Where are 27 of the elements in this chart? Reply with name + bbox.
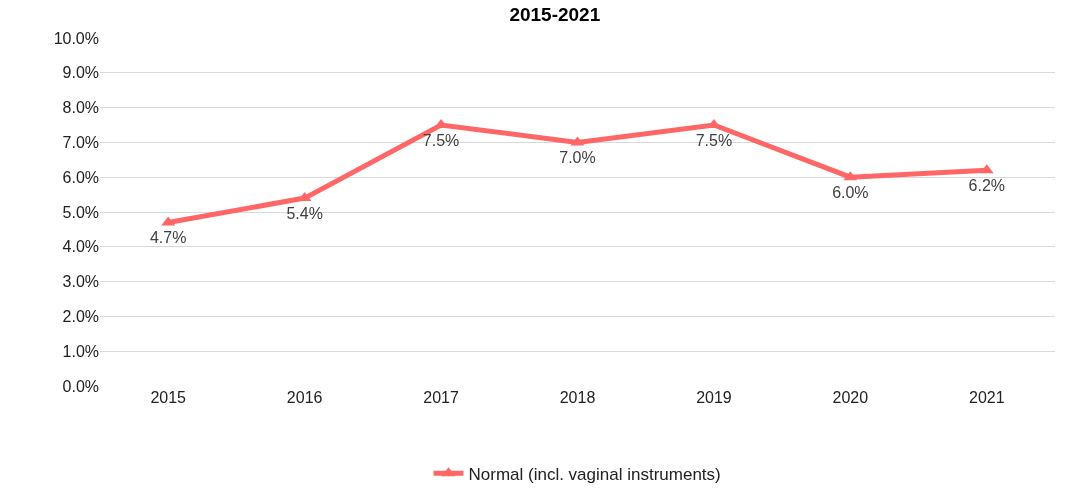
y-tick-label: 7.0% — [62, 134, 99, 151]
x-tick-label: 2015 — [150, 389, 187, 406]
y-tick-label: 8.0% — [62, 99, 99, 117]
y-tick-label: 10.0% — [53, 29, 99, 47]
data-label: 7.0% — [559, 148, 596, 166]
x-tick-label: 2017 — [423, 389, 459, 406]
data-label: 4.7% — [149, 228, 187, 246]
legend-label: Normal (incl. vaginal instruments) — [468, 464, 721, 484]
data-label: 7.5% — [695, 131, 733, 149]
y-tick-label: 9.0% — [62, 64, 99, 82]
y-tick-label: 1.0% — [62, 342, 99, 360]
data-label: 6.2% — [968, 176, 1006, 194]
y-tick-label: 5.0% — [62, 203, 99, 221]
x-tick-label: 2019 — [696, 389, 732, 406]
y-tick-label: 4.0% — [62, 238, 99, 256]
x-tick-label: 2016 — [286, 389, 323, 406]
x-tick-label: 2021 — [968, 389, 1005, 406]
y-tick-label: 6.0% — [62, 168, 99, 186]
chart-title: 2015-2021 — [509, 3, 601, 25]
y-tick-label: 3.0% — [62, 273, 99, 291]
y-tick-label: 2.0% — [62, 308, 99, 325]
data-label: 5.4% — [286, 204, 323, 222]
data-label: 7.5% — [422, 131, 460, 149]
y-tick-label: 0.0% — [62, 377, 99, 395]
x-tick-label: 2018 — [559, 389, 596, 406]
data-label: 6.0% — [832, 183, 869, 201]
x-tick-label: 2020 — [832, 389, 869, 406]
